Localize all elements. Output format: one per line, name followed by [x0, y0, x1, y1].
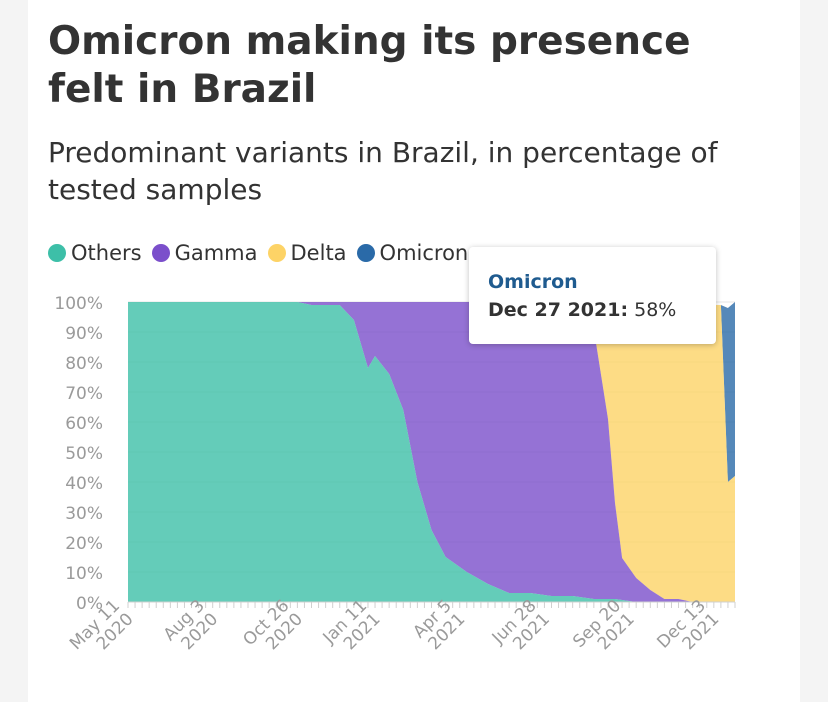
- legend-item-others[interactable]: Others: [48, 241, 142, 265]
- y-tick-label: 0%: [76, 594, 103, 614]
- tooltip-series-name: Omicron: [488, 271, 578, 293]
- y-tick-label: 10%: [65, 564, 103, 584]
- chart-title: Omicron making its presence felt in Braz…: [48, 19, 691, 112]
- y-tick-label: 30%: [65, 504, 103, 524]
- chart-tooltip: Omicron Dec 27 2021: 58%: [469, 247, 716, 344]
- y-tick-label: 80%: [65, 354, 103, 374]
- legend-item-gamma[interactable]: Gamma: [151, 241, 258, 265]
- y-tick-label: 20%: [65, 534, 103, 554]
- chart-legend: Others Gamma Delta Omicron: [48, 238, 478, 268]
- legend-item-omicron[interactable]: Omicron: [356, 241, 469, 265]
- legend-swatch: [48, 244, 66, 262]
- legend-swatch: [267, 244, 286, 262]
- y-tick-label: 70%: [65, 384, 103, 404]
- legend-label: Delta: [290, 241, 347, 265]
- y-tick-label: 90%: [65, 324, 103, 344]
- legend-swatch: [151, 244, 170, 262]
- tooltip-value-line: Dec 27 2021: 58%: [488, 295, 716, 325]
- y-tick-label: 50%: [65, 444, 103, 464]
- legend-swatch: [356, 244, 375, 262]
- legend-label: Omicron: [379, 241, 469, 265]
- tooltip-date: Dec 27 2021:: [488, 299, 629, 321]
- y-tick-label: 100%: [54, 294, 103, 314]
- area-series-gamma[interactable]: [128, 302, 735, 602]
- legend-item-delta[interactable]: Delta: [267, 241, 347, 265]
- y-tick-label: 60%: [65, 414, 103, 434]
- legend-label: Gamma: [174, 241, 258, 265]
- y-tick-label: 40%: [65, 474, 103, 494]
- area-series-others[interactable]: [128, 302, 735, 602]
- chart-subtitle: Predominant variants in Brazil, in perce…: [48, 136, 718, 206]
- tooltip-value: 58%: [634, 299, 677, 321]
- legend-label: Others: [71, 241, 142, 265]
